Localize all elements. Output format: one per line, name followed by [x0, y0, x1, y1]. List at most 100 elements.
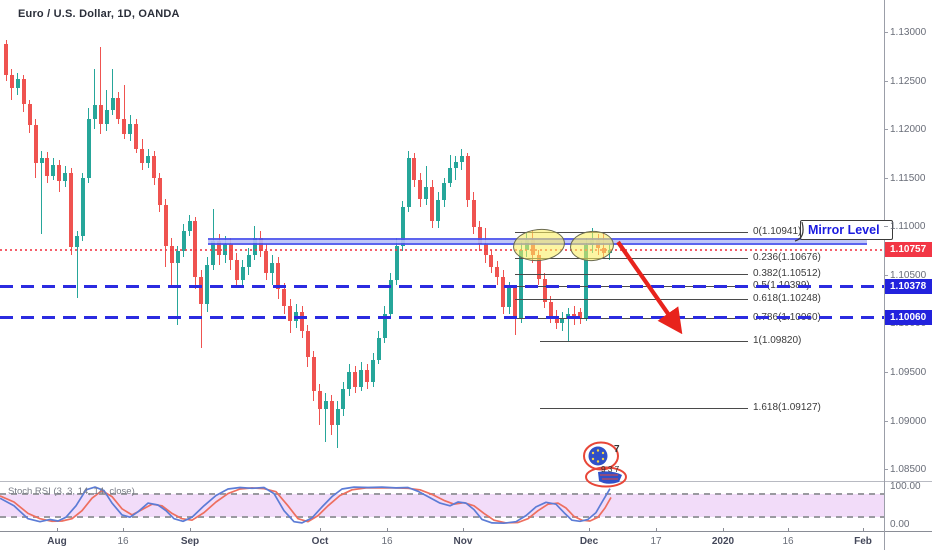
stoch-lower-dashed-line[interactable] [0, 515, 884, 518]
time-tick-label: Dec [579, 536, 599, 547]
candle-body [181, 231, 186, 251]
candle-body [21, 78, 26, 104]
candle-body [276, 263, 281, 290]
candle-body [536, 255, 541, 279]
price-tick-label: 1.08500 [890, 464, 927, 476]
candle-body [359, 370, 364, 387]
candle-body [116, 98, 121, 120]
price-tick-label: 1.11000 [890, 221, 926, 233]
candle-body [134, 124, 139, 149]
time-tick [123, 528, 124, 531]
candle-body [335, 408, 340, 426]
price-tick [884, 274, 888, 276]
candle-body [501, 276, 506, 307]
candle-body [519, 249, 524, 318]
candle-body [371, 360, 376, 382]
time-tick [788, 528, 789, 531]
candle-body [282, 289, 287, 306]
price-tick [884, 177, 888, 179]
candle-body [507, 287, 512, 307]
time-tick [57, 528, 58, 531]
price-tick-label: 1.12500 [890, 75, 927, 87]
candle-body [122, 119, 127, 134]
price-tick-label: 1.09500 [890, 366, 927, 378]
candle-body [187, 221, 192, 232]
candle-body [69, 172, 74, 247]
price-level-tag: 1.10757 [885, 242, 932, 258]
candle-wick [567, 307, 569, 341]
candle-body [80, 177, 85, 236]
symbol-title: Euro / U.S. Dollar, 1D, OANDA [18, 8, 180, 20]
candle-wick [325, 393, 327, 442]
support-dashed-line-1.10060[interactable] [0, 316, 884, 320]
candle-body [311, 357, 316, 392]
candle-body [288, 305, 293, 322]
candle-body [86, 119, 91, 178]
candle-body [75, 235, 80, 247]
candle-body [430, 187, 435, 222]
candle-body [353, 371, 358, 387]
candle-body [9, 74, 14, 89]
candle-wick [41, 150, 43, 235]
candle-wick [94, 68, 96, 130]
mirror-level-callout[interactable]: Mirror Level [800, 220, 893, 240]
candle-body [329, 401, 334, 426]
candle-body [394, 245, 399, 280]
candle-body [240, 267, 245, 280]
candle-body [252, 237, 257, 256]
price-level-tag: 1.10378 [885, 279, 932, 295]
candle-body [453, 162, 458, 168]
last-price-dotted-line [0, 248, 884, 251]
fib-level-line[interactable] [540, 340, 748, 342]
candle-body [412, 158, 417, 180]
fib-level-line[interactable] [515, 273, 748, 275]
fib-level-label: 0.382(1.10512) [753, 267, 821, 279]
stoch-rsi-label[interactable]: Stoch RSI (3, 3, 14, 14, close) [8, 486, 135, 497]
support-dashed-line-1.10378[interactable] [0, 285, 884, 289]
candle-body [169, 245, 174, 264]
candle-body [548, 302, 553, 316]
candle-body [234, 260, 239, 280]
price-tick [884, 469, 888, 471]
candle-body [163, 204, 168, 246]
pane-separator[interactable] [0, 481, 932, 482]
candle-body [45, 158, 50, 176]
fib-level-label: 0.236(1.10676) [753, 251, 821, 263]
candle-body [246, 255, 251, 268]
fib-level-line[interactable] [515, 232, 748, 233]
candle-body [15, 78, 20, 89]
candle-body [542, 278, 547, 303]
price-level-tag: 1.10060 [885, 310, 932, 326]
candle-body [33, 125, 38, 164]
candle-body [400, 206, 405, 246]
time-tick-label: 2020 [711, 536, 735, 547]
fib-level-line[interactable] [540, 408, 748, 410]
time-tick-label: Aug [47, 536, 67, 547]
candle-body [92, 104, 97, 120]
time-tick-label: Nov [453, 536, 473, 547]
candle-wick [100, 46, 102, 134]
candle-body [495, 267, 500, 277]
candle-body [140, 148, 145, 164]
price-tick [884, 226, 888, 228]
candle-wick [112, 68, 114, 115]
candle-body [341, 389, 346, 409]
candle-body [305, 331, 310, 358]
time-tick [589, 528, 590, 531]
fib-level-line[interactable] [515, 299, 748, 301]
candle-body [418, 179, 423, 200]
candle-body [489, 255, 494, 268]
time-tick [863, 528, 864, 531]
candle-body [128, 124, 133, 134]
candle-body [323, 401, 328, 409]
time-tick [190, 528, 191, 531]
candle-body [382, 313, 387, 338]
fib-level-label: 0(1.10941) [753, 226, 802, 237]
time-tick-label: Feb [854, 536, 872, 547]
time-tick-label: 16 [117, 536, 129, 547]
candle-body [459, 156, 464, 163]
mirror-level-label: Mirror Level [808, 223, 880, 237]
candle-body [211, 240, 216, 266]
candle-body [388, 279, 393, 314]
